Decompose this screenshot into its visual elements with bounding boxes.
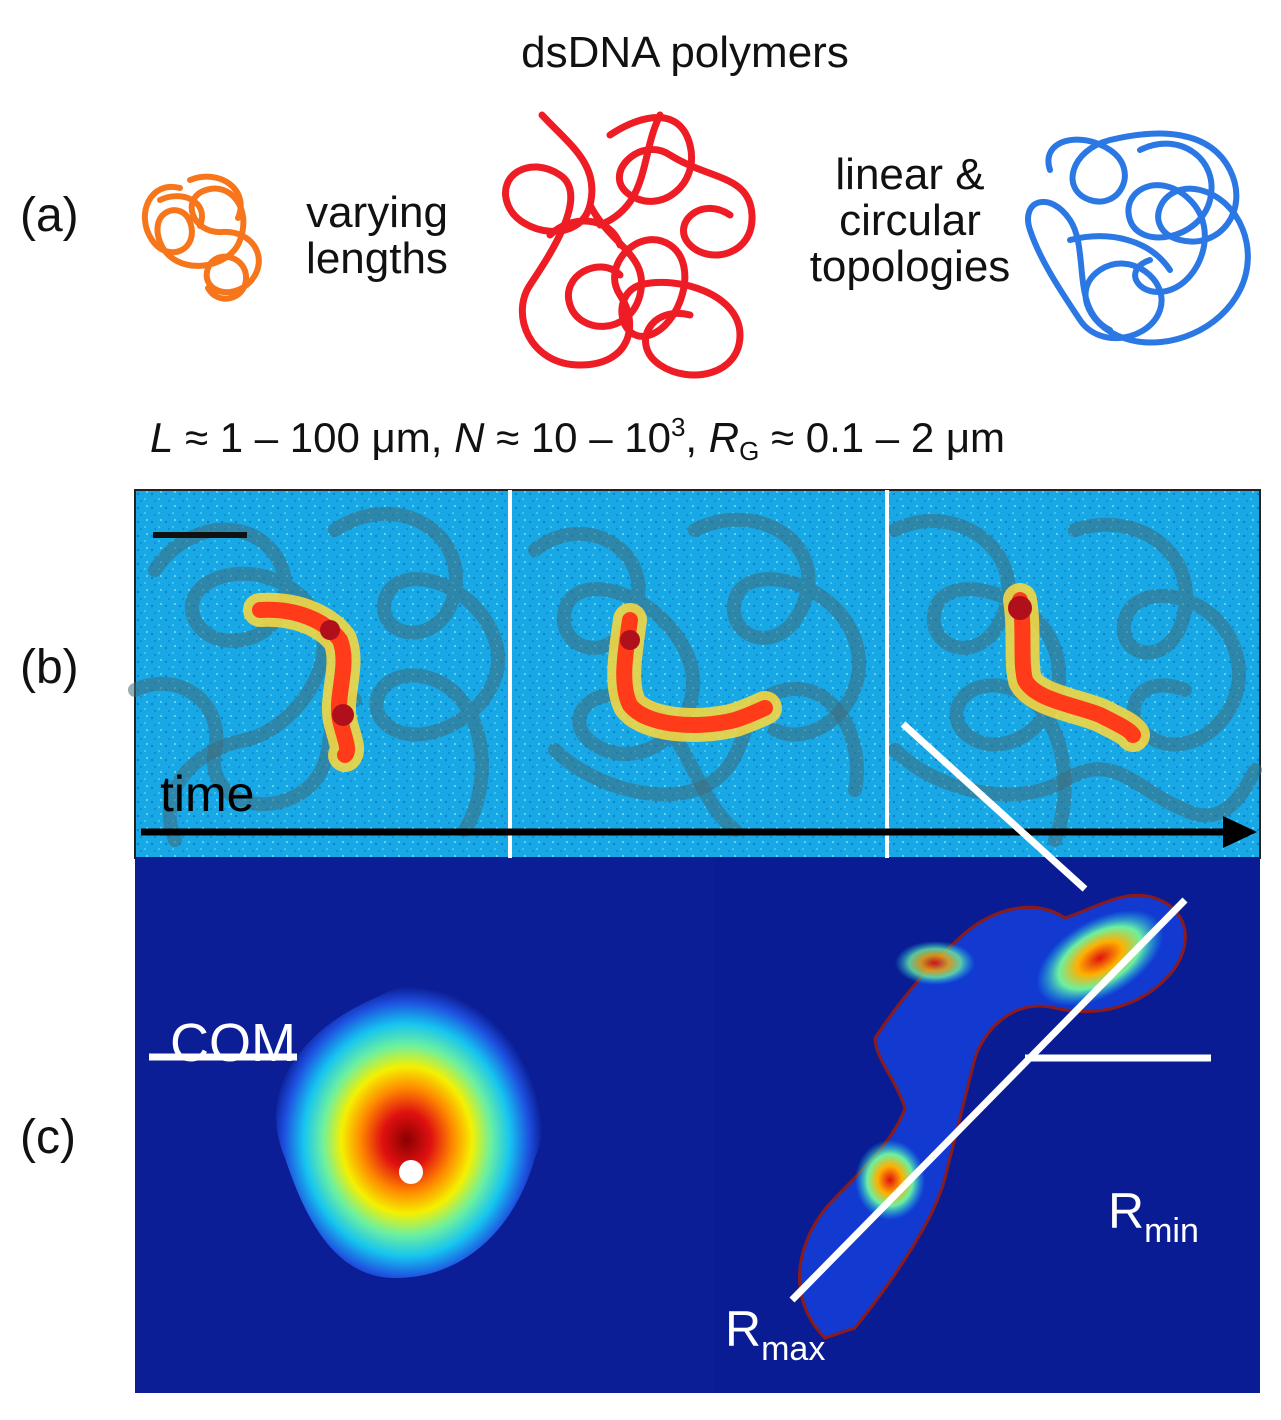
length-symbol: L — [150, 414, 174, 461]
right-caption-line-1: linear & — [835, 150, 985, 199]
shape-analysis-panel — [135, 721, 1260, 1393]
molecule-frame-1 — [243, 592, 365, 772]
time-label: time — [160, 766, 255, 822]
polymer-parameters: L ≈ 1 – 100 μm, N ≈ 10 – 103, RG ≈ 0.1 –… — [150, 412, 1005, 467]
right-caption-line-3: topologies — [809, 242, 1011, 292]
segments-exponent: 3 — [670, 412, 686, 442]
blue-polymer-coil — [1025, 130, 1251, 346]
radius-subscript: G — [739, 436, 760, 466]
left-caption-line-2: lengths — [306, 234, 448, 284]
molecule-frame-2 — [607, 603, 782, 742]
orange-polymer-coil — [141, 173, 262, 302]
molecule-frame-3 — [1003, 583, 1150, 752]
radius-range: ≈ 0.1 – 2 μm — [771, 414, 1006, 461]
red-polymer-coil — [502, 111, 756, 379]
panel-b-label: (b) — [20, 641, 79, 694]
panel-a-title: dsDNA polymers — [521, 28, 849, 77]
com-label: COM — [170, 1013, 296, 1073]
rmax-axis — [789, 897, 1188, 1303]
left-caption: varying lengths — [282, 188, 472, 284]
rmax-label: Rmax — [725, 1300, 825, 1368]
panel-c-label: (c) — [20, 1111, 76, 1164]
panel-a-label: (a) — [20, 189, 79, 242]
rmin-subscript: min — [1144, 1212, 1199, 1250]
right-caption: linear & circular topologies — [790, 150, 1030, 292]
rmin-axis — [900, 721, 1088, 892]
length-range: ≈ 1 – 100 μm, — [185, 414, 443, 461]
segments-range: ≈ 10 – 10 — [496, 414, 671, 461]
com-intensity-blob — [276, 971, 549, 1278]
rmin-label: Rmin — [1108, 1182, 1199, 1250]
rmax-base: R — [725, 1301, 762, 1357]
molecule-contour — [798, 893, 1187, 1340]
radius-symbol: R — [708, 414, 740, 461]
com-marker — [399, 1160, 423, 1184]
time-arrow-head — [1223, 816, 1257, 848]
hotspot-middle — [895, 941, 975, 985]
hotspot-lower — [855, 1140, 925, 1220]
segments-comma: , — [685, 414, 698, 461]
rmin-base: R — [1108, 1183, 1145, 1239]
hotspot-upper — [1036, 909, 1164, 1007]
right-caption-line-2: circular — [839, 196, 981, 246]
segments-symbol: N — [454, 414, 485, 461]
left-caption-line-1: varying — [306, 188, 448, 237]
time-lapse-frames — [128, 489, 1262, 859]
rmax-subscript: max — [761, 1330, 826, 1368]
